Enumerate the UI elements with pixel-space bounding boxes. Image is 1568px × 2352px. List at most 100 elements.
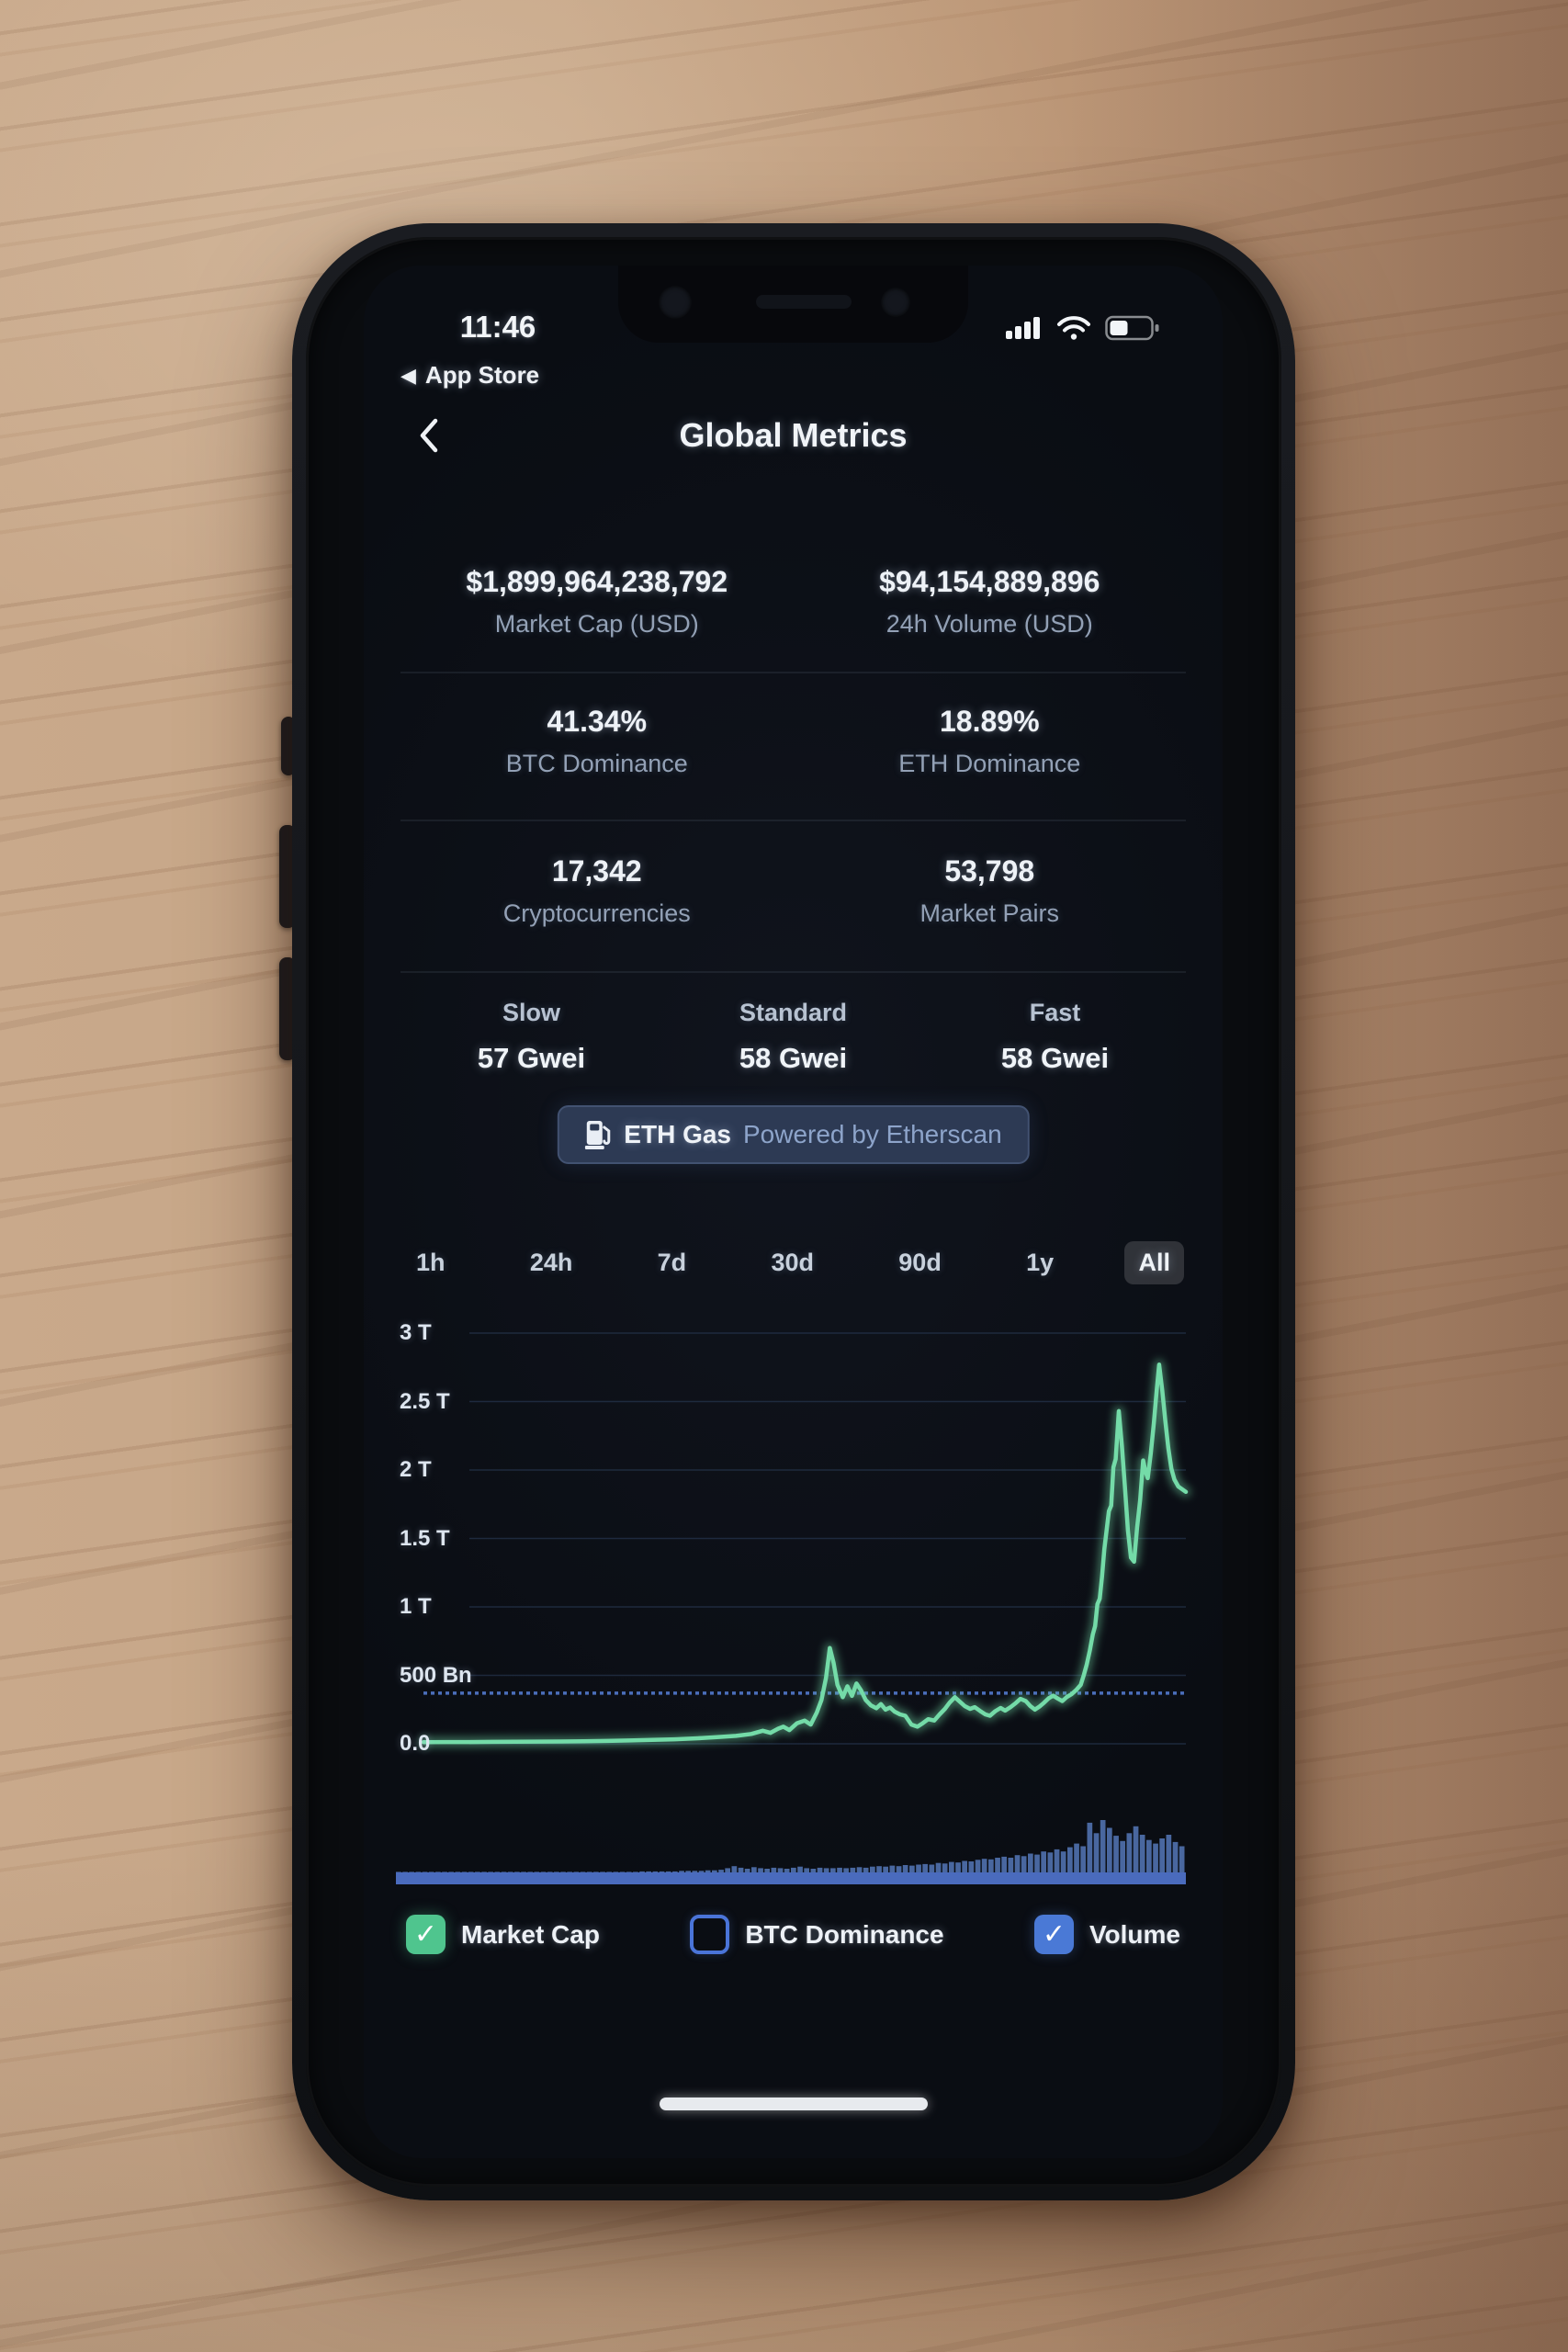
tab-30d[interactable]: 30d [771, 1248, 814, 1276]
tab-all[interactable]: All [1124, 1240, 1184, 1284]
fuel-pump-icon [584, 1121, 610, 1149]
volume-bar [665, 1871, 671, 1872]
volume-bar [593, 1871, 599, 1872]
volume-bar [672, 1871, 678, 1872]
stat-cryptocurrencies: 17,342 Cryptocurrencies [400, 854, 794, 928]
sensor-icon [881, 288, 910, 317]
volume-bar [1034, 1854, 1040, 1872]
volume-bar [1159, 1838, 1165, 1873]
volume-bar [1153, 1843, 1158, 1872]
back-to-app-link[interactable]: ◀ App Store [400, 361, 539, 390]
y-tick-label: 1 T [400, 1594, 432, 1619]
volume-up-button [279, 825, 296, 928]
volume-bar [1093, 1833, 1100, 1873]
gas-tiers: Slow 57 Gwei Standard 58 Gwei Fast 58 Gw… [400, 999, 1186, 1075]
volume-bar [1067, 1847, 1073, 1872]
volume-bar [1041, 1851, 1046, 1872]
volume-bar [797, 1866, 803, 1872]
volume-bar [1008, 1858, 1014, 1872]
stat-label: ETH Dominance [898, 750, 1081, 777]
legend-label: Volume [1089, 1919, 1180, 1949]
tab-1y[interactable]: 1y [1026, 1248, 1055, 1276]
volume-bar [1080, 1846, 1086, 1872]
volume-bar [1133, 1826, 1139, 1872]
volume-bar [402, 1871, 408, 1872]
checkbox-volume-checked[interactable]: ✓ [1033, 1915, 1074, 1954]
volume-bar [567, 1871, 572, 1872]
stat-label: Market Cap (USD) [494, 610, 699, 638]
y-tick-label: 2 T [400, 1457, 432, 1482]
volume-bar [718, 1870, 724, 1872]
gas-badge-subtitle: Powered by Etherscan [742, 1120, 1002, 1148]
volume-bar [909, 1865, 915, 1872]
volume-bar [876, 1866, 882, 1872]
gas-tier-value: 57 Gwei [477, 1042, 586, 1074]
volume-bar [1087, 1822, 1093, 1872]
volume-bar [1074, 1843, 1079, 1872]
legend-btc-dominance[interactable]: BTC Dominance [690, 1915, 944, 1954]
stat-eth-dominance: 18.89% ETH Dominance [794, 705, 1187, 778]
volume-bar [1139, 1835, 1145, 1872]
volume-bar [764, 1869, 770, 1872]
volume-bar [626, 1871, 632, 1872]
market-cap-line-glow [418, 1359, 1191, 1747]
volume-bar [777, 1868, 784, 1872]
volume-bar [461, 1871, 468, 1872]
legend-market-cap[interactable]: ✓ Market Cap [406, 1915, 600, 1954]
back-chevron-icon[interactable] [415, 416, 443, 455]
page-title: Global Metrics [679, 416, 908, 454]
y-tick-label: 500 Bn [400, 1662, 472, 1688]
gas-badge-title: ETH Gas [624, 1120, 731, 1148]
back-to-app-label: App Store [424, 361, 540, 389]
volume-bar [981, 1859, 987, 1872]
volume-bar [975, 1860, 981, 1872]
volume-bar [679, 1871, 684, 1872]
tab-90d[interactable]: 90d [898, 1248, 942, 1276]
stat-label: BTC Dominance [505, 750, 688, 777]
market-cap-chart[interactable]: 3 T 2.5 T 2 T 1.5 T 1 T 500 Bn 0.0 [396, 1320, 1191, 1910]
legend-volume[interactable]: ✓ Volume [1033, 1915, 1180, 1954]
volume-bar [942, 1863, 948, 1872]
battery-icon [1105, 315, 1159, 341]
volume-bar [514, 1871, 520, 1872]
volume-bar [606, 1871, 612, 1872]
volume-bar [698, 1871, 705, 1872]
volume-bar [771, 1867, 777, 1872]
checkbox-btc-dominance-unchecked[interactable] [690, 1915, 730, 1954]
gas-tier-label: Fast [1029, 999, 1081, 1026]
checkbox-market-cap-checked[interactable]: ✓ [406, 1915, 446, 1954]
volume-bar [475, 1871, 480, 1872]
volume-bar [856, 1867, 863, 1872]
tab-24h[interactable]: 24h [529, 1248, 573, 1276]
eth-gas-badge[interactable]: ETH Gas Powered by Etherscan [557, 1105, 1030, 1164]
volume-bar [988, 1859, 994, 1873]
y-tick-label: 2.5 T [400, 1388, 450, 1414]
volume-bar [817, 1867, 823, 1872]
gas-tier-label: Standard [739, 999, 848, 1026]
volume-bar [415, 1871, 422, 1872]
volume-bar [712, 1870, 717, 1872]
cellular-signal-icon [1006, 317, 1040, 339]
volume-bar [481, 1871, 487, 1872]
volume-bar [1113, 1836, 1119, 1872]
volume-down-button [279, 957, 296, 1060]
stat-value: $1,899,964,238,792 [466, 565, 728, 598]
tab-1h[interactable]: 1h [416, 1248, 446, 1276]
volume-bar [791, 1867, 796, 1872]
volume-bar [929, 1864, 935, 1872]
volume-bar [1028, 1853, 1033, 1872]
volume-baseline-strip [396, 1872, 1186, 1884]
volume-bar [554, 1871, 559, 1872]
volume-bar [1166, 1835, 1172, 1872]
volume-bar [922, 1863, 928, 1872]
tab-7d[interactable]: 7d [657, 1248, 687, 1276]
phone-device: 11:46 ◀ App Store [292, 223, 1295, 2200]
volume-bar [883, 1866, 888, 1872]
volume-bar [751, 1867, 757, 1872]
volume-bar [580, 1871, 586, 1872]
volume-bar [870, 1866, 875, 1872]
home-indicator[interactable] [659, 2098, 928, 2110]
volume-bar [1021, 1856, 1027, 1872]
earpiece-speaker [756, 295, 852, 309]
